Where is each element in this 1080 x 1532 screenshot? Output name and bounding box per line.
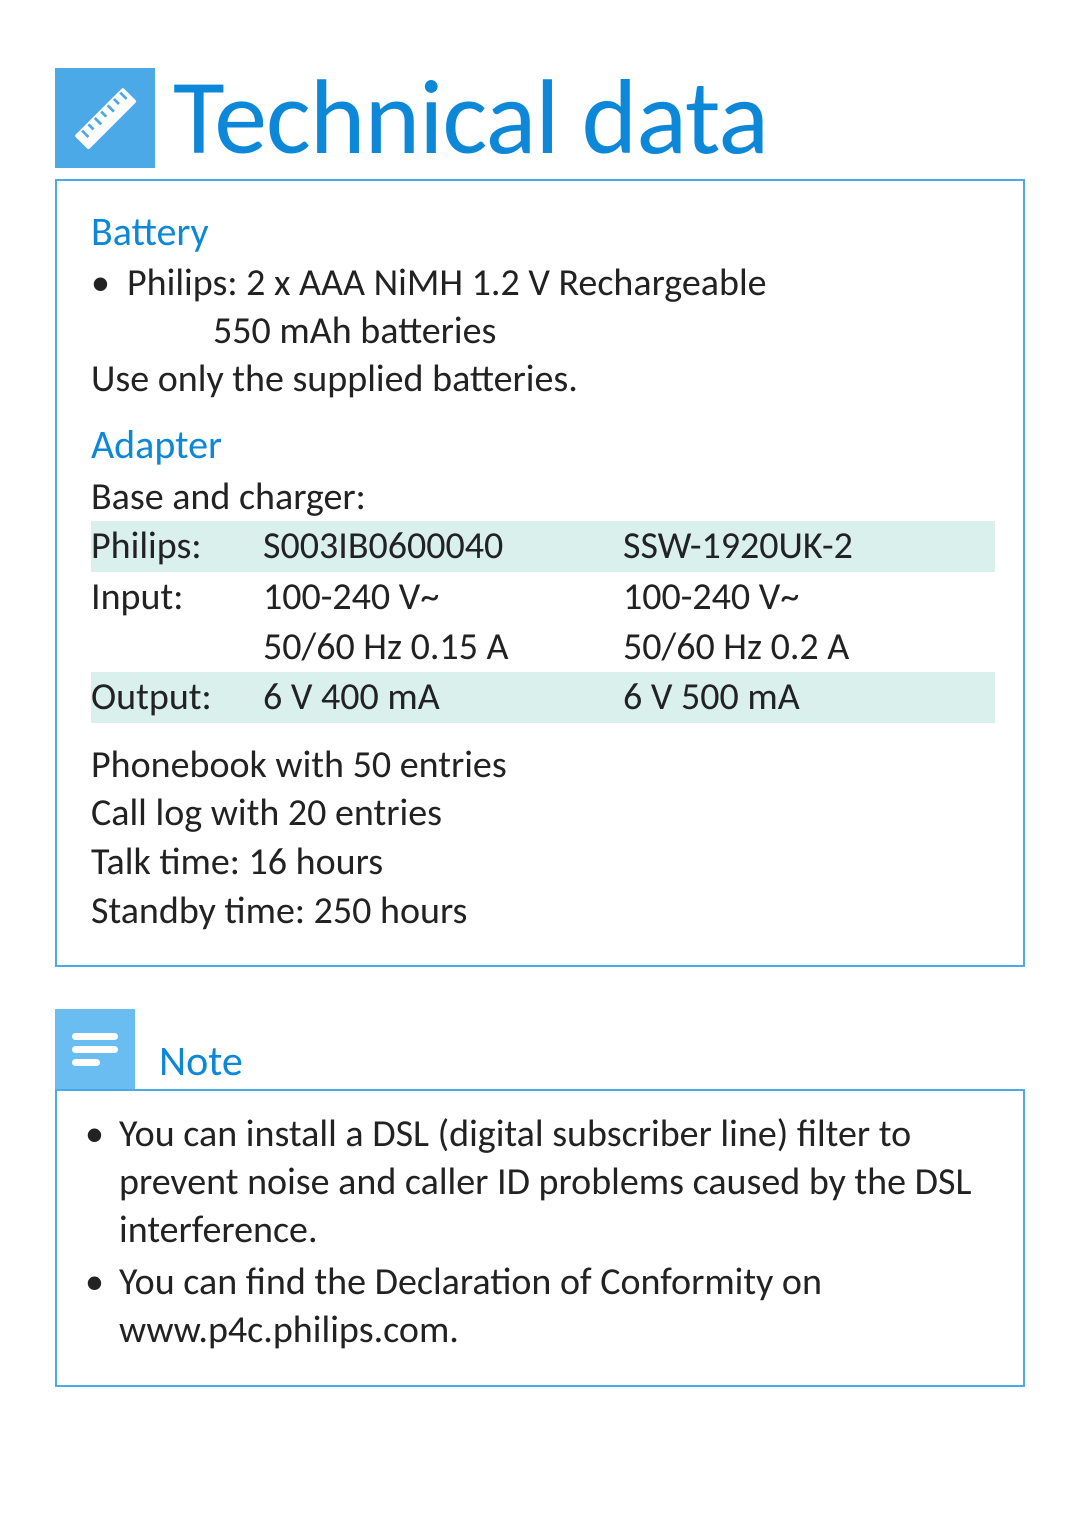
technical-data-box: Battery • Philips: 2 x AAA NiMH 1.2 V Re… bbox=[55, 179, 1025, 967]
table-cell: 6 V 400 mA bbox=[263, 672, 623, 722]
ruler-icon bbox=[55, 68, 155, 168]
list-item-text: You can install a DSL (digital subscribe… bbox=[119, 1111, 997, 1255]
adapter-table: Philips:S003IB0600040SSW-1920UK-2Input:1… bbox=[91, 521, 995, 722]
page-title-row: Technical data bbox=[55, 65, 1025, 171]
table-cell: SSW-1920UK-2 bbox=[623, 521, 995, 571]
spec-phonebook: Phonebook with 50 entries bbox=[91, 741, 995, 790]
battery-bullet-line2: 550 mAh batteries bbox=[91, 308, 995, 356]
adapter-subheading: Base and charger: bbox=[91, 473, 995, 522]
table-cell-label: Output: bbox=[91, 672, 263, 722]
page-title: Technical data bbox=[173, 65, 768, 171]
table-row: Input:100-240 V~100-240 V~ bbox=[91, 572, 995, 622]
battery-bullet-line1: Philips: 2 x AAA NiMH 1.2 V Rechargeable bbox=[127, 260, 767, 308]
table-row: Output:6 V 400 mA6 V 500 mA bbox=[91, 672, 995, 722]
note-header: Note bbox=[55, 1009, 1025, 1089]
adapter-heading: Adapter bbox=[91, 420, 995, 469]
specs-block: Phonebook with 50 entries Call log with … bbox=[91, 741, 995, 936]
spec-talktime: Talk time: 16 hours bbox=[91, 838, 995, 887]
note-box: •You can install a DSL (digital subscrib… bbox=[55, 1089, 1025, 1386]
list-item-text: You can find the Declaration of Conformi… bbox=[119, 1259, 997, 1355]
battery-heading: Battery bbox=[91, 207, 995, 256]
spec-standby: Standby time: 250 hours bbox=[91, 887, 995, 936]
list-item: •You can install a DSL (digital subscrib… bbox=[85, 1111, 997, 1255]
list-item: •You can find the Declaration of Conform… bbox=[85, 1259, 997, 1355]
table-row: 50/60 Hz 0.15 A50/60 Hz 0.2 A bbox=[91, 622, 995, 672]
table-row: Philips:S003IB0600040SSW-1920UK-2 bbox=[91, 521, 995, 571]
note-icon bbox=[55, 1009, 135, 1089]
table-cell-label bbox=[91, 622, 263, 672]
table-cell: 6 V 500 mA bbox=[623, 672, 995, 722]
battery-bullet: • Philips: 2 x AAA NiMH 1.2 V Rechargeab… bbox=[91, 260, 995, 308]
table-cell: 50/60 Hz 0.2 A bbox=[623, 622, 995, 672]
bullet-dot: • bbox=[91, 260, 127, 308]
battery-warning: Use only the supplied batteries. bbox=[91, 355, 995, 404]
table-cell-label: Input: bbox=[91, 572, 263, 622]
spec-calllog: Call log with 20 entries bbox=[91, 789, 995, 838]
table-cell-label: Philips: bbox=[91, 521, 263, 571]
bullet-dot: • bbox=[85, 1111, 119, 1255]
table-cell: 100-240 V~ bbox=[263, 572, 623, 622]
note-heading: Note bbox=[159, 1041, 243, 1089]
adapter-table-body: Philips:S003IB0600040SSW-1920UK-2Input:1… bbox=[91, 521, 995, 722]
table-cell: 50/60 Hz 0.15 A bbox=[263, 622, 623, 672]
bullet-dot: • bbox=[85, 1259, 119, 1355]
table-cell: S003IB0600040 bbox=[263, 521, 623, 571]
table-cell: 100-240 V~ bbox=[623, 572, 995, 622]
note-list: •You can install a DSL (digital subscrib… bbox=[85, 1111, 997, 1354]
